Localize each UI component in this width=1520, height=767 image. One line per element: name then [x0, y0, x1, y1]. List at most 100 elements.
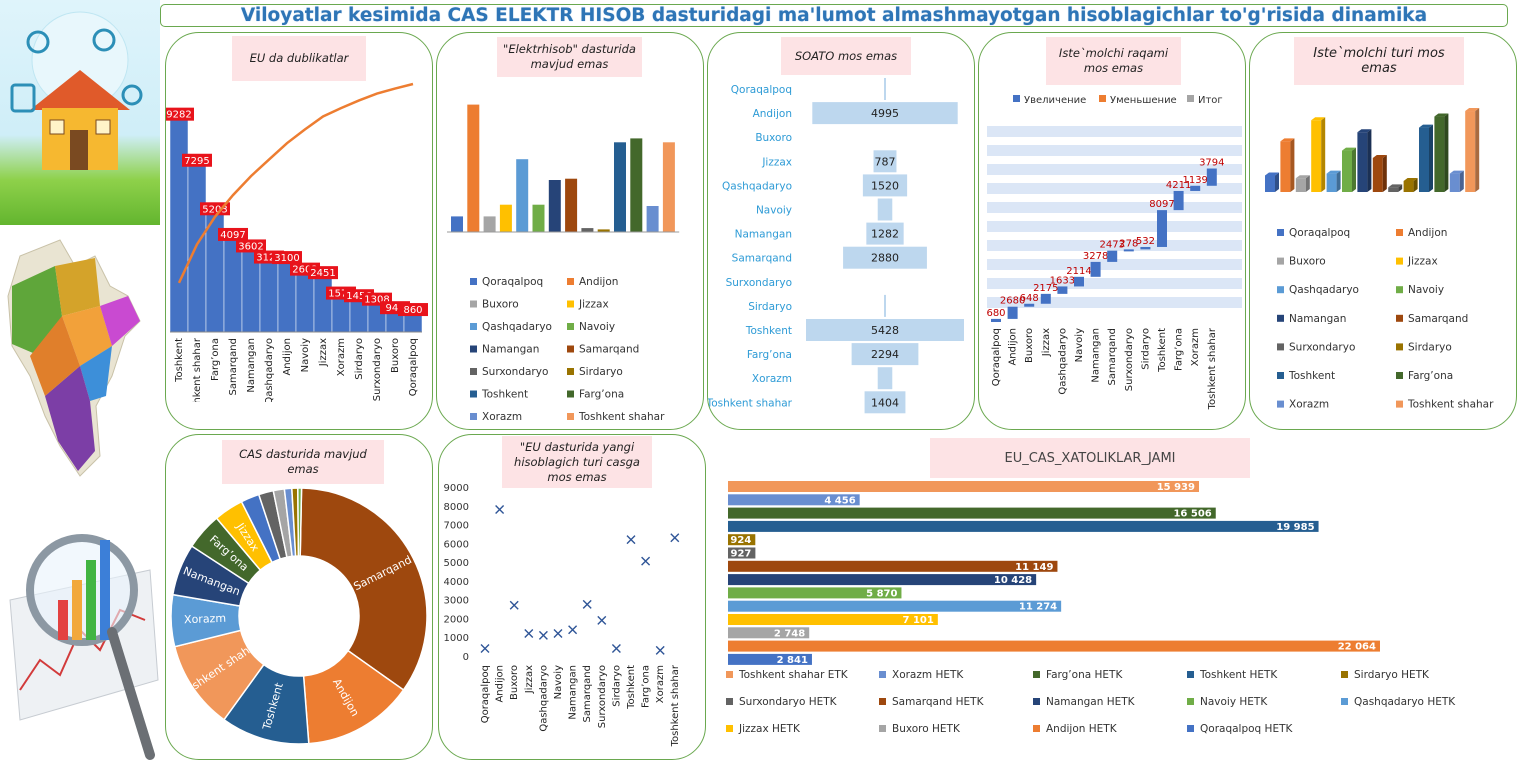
gridband — [987, 240, 1242, 251]
bar — [1074, 276, 1084, 287]
legend-label: Andijon — [579, 276, 618, 288]
data-label: 11 274 — [1019, 602, 1057, 613]
legend-swatch — [1396, 372, 1403, 379]
tick-label: Andijon — [282, 338, 293, 376]
legend-swatch — [879, 671, 886, 678]
tick-label: Namangan — [1091, 328, 1102, 383]
legend-swatch — [1396, 400, 1403, 408]
gridband — [987, 164, 1242, 175]
data-label: 1308 — [364, 295, 389, 306]
data-label-bg — [200, 202, 230, 216]
bar — [1040, 293, 1051, 304]
category-label: Qoraqalpoq — [731, 84, 792, 96]
bar — [843, 246, 927, 269]
tick-label: Jizzax — [524, 665, 535, 694]
bar — [884, 294, 886, 317]
chart-istemolchi-turi: Qoraqalpoq Andijon Buxoro Jizzax Qashqadaryo… — [1265, 108, 1494, 411]
legend-label: Samarqand — [579, 344, 639, 356]
bar — [1403, 180, 1414, 192]
scatter-point — [495, 505, 505, 515]
legend-swatch — [567, 345, 574, 353]
y-tick-label: 4000 — [444, 577, 469, 588]
tick-label: Farg’ona — [641, 665, 652, 708]
legend-label: Qoraqalpoq — [1289, 227, 1350, 239]
legend-label: Jizzax HETK — [738, 723, 801, 735]
data-label: 860 — [403, 305, 422, 316]
data-label: 927 — [731, 549, 752, 560]
category-label: Toshkent shahar — [708, 397, 793, 409]
scatter-point — [480, 643, 490, 653]
bar — [1295, 178, 1306, 192]
legend-label: Qoraqalpoq HETK — [1200, 723, 1293, 735]
legend-label: Buxoro — [1289, 256, 1326, 268]
tick-label: Xorazm — [1190, 328, 1201, 366]
bar — [259, 259, 279, 333]
bar — [1057, 286, 1068, 294]
donut-slice — [297, 487, 303, 557]
tick-label: Buxoro — [1024, 328, 1035, 363]
y-tick-label: 5000 — [444, 558, 469, 569]
tick-label: Navoiy — [300, 338, 311, 372]
bar-top — [1372, 154, 1387, 158]
data-label: 22 064 — [1338, 642, 1376, 653]
data-label-bg — [166, 107, 194, 121]
tick-label: Andijon — [1008, 328, 1019, 366]
legend-label: Andijon — [1408, 227, 1447, 239]
legend-swatch — [1187, 95, 1194, 102]
bar — [728, 520, 1319, 532]
legend-swatch — [567, 413, 574, 420]
legend-swatch — [470, 368, 477, 375]
tick-label: Samarqand — [1107, 328, 1118, 385]
legend-label: Surxondaryo — [482, 366, 548, 378]
chart-title-istemolchi-turi: Iste`molchi turi mos emas — [1294, 37, 1464, 85]
bar-top — [1434, 113, 1449, 117]
data-label: 1139 — [1182, 175, 1207, 186]
y-tick-label: 3000 — [444, 596, 469, 607]
bar-top — [1419, 124, 1433, 128]
bar — [630, 138, 643, 232]
chart-istemolchi-raqami: Увеличение Уменьшение Итог 680 Qoraqalpoq 268… — [986, 95, 1242, 410]
legend-swatch — [1033, 671, 1040, 678]
data-label: 4211 — [1166, 180, 1191, 191]
legend-label: Sirdaryo — [1408, 341, 1452, 353]
data-label: 10 428 — [994, 575, 1032, 586]
bar-top — [1465, 108, 1480, 112]
chart-elektrhisob: Qoraqalpoq Andijon Buxoro Jizzax Qashqadaryo… — [447, 104, 680, 423]
legend-swatch — [1277, 343, 1284, 351]
data-label: 787 — [875, 155, 896, 168]
tick-label: Xorazm — [655, 665, 666, 703]
bar — [313, 274, 333, 333]
legend-label: Samarqand — [1408, 313, 1468, 325]
data-label-bg — [182, 153, 212, 167]
bar — [864, 391, 906, 414]
legend-swatch — [879, 698, 886, 705]
panel-istemolchi-turi — [1249, 32, 1517, 430]
tick-label: Toshkent shahar — [670, 664, 681, 747]
legend-label: Jizzax — [578, 299, 609, 311]
bar — [295, 271, 315, 333]
tick-label: Navoiy — [553, 665, 564, 699]
legend-swatch — [1277, 400, 1284, 408]
bar-side — [1352, 147, 1356, 192]
legend-label: Namangan — [1289, 313, 1346, 325]
bar-side — [1398, 184, 1403, 192]
scatter-point — [538, 630, 548, 640]
tick-label: Namangan — [246, 338, 257, 393]
legend-swatch — [1277, 286, 1284, 294]
legend-label: Navoiy — [1408, 284, 1444, 296]
bar — [1157, 210, 1167, 247]
data-label: 2451 — [310, 268, 335, 279]
legend-swatch — [567, 278, 574, 285]
bar — [187, 162, 207, 333]
bar — [1449, 173, 1460, 192]
legend-label: Qashqadaryo HETK — [1354, 696, 1456, 708]
data-label: 7295 — [184, 156, 209, 167]
uzbekistan-map — [0, 226, 160, 488]
gridband — [987, 278, 1242, 289]
data-label: 2294 — [871, 348, 899, 361]
house-illustration — [0, 0, 160, 225]
y-tick-label: 6000 — [444, 539, 469, 550]
bar — [1173, 190, 1184, 211]
data-label: 3100 — [274, 253, 299, 264]
